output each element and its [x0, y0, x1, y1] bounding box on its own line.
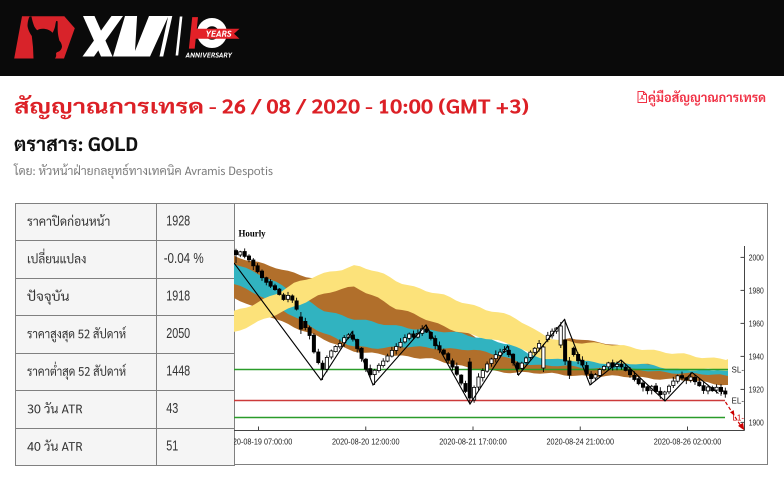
svg-text:51: 51: [166, 438, 178, 454]
svg-text:-0.04 %: -0.04 %: [164, 251, 204, 267]
svg-text:EL-: EL-: [732, 397, 745, 406]
svg-text:2020-08-26 02:00:00: 2020-08-26 02:00:00: [654, 436, 722, 446]
svg-text:2020-08-21 17:00:00: 2020-08-21 17:00:00: [439, 436, 507, 446]
svg-text:1960: 1960: [749, 319, 764, 329]
svg-text:2000: 2000: [749, 253, 764, 263]
svg-text:1940: 1940: [749, 352, 764, 362]
svg-text:1918: 1918: [166, 288, 190, 304]
svg-text:1980: 1980: [749, 286, 764, 296]
svg-text:43: 43: [166, 401, 178, 417]
svg-text:1920: 1920: [749, 385, 764, 395]
svg-text:2020-08-24 21:00:00: 2020-08-24 21:00:00: [547, 436, 615, 446]
svg-text:L1-: L1-: [732, 414, 744, 423]
svg-text:2020-08-19 07:00:00: 2020-08-19 07:00:00: [234, 436, 293, 446]
svg-text:2050: 2050: [166, 326, 190, 342]
svg-text:1448: 1448: [166, 363, 190, 379]
svg-text:2020-08-20 12:00:00: 2020-08-20 12:00:00: [332, 436, 400, 446]
svg-text:1900: 1900: [749, 418, 764, 428]
svg-text:Hourly: Hourly: [239, 229, 267, 239]
svg-text:SL-: SL-: [732, 366, 745, 375]
svg-text:1928: 1928: [166, 213, 190, 229]
